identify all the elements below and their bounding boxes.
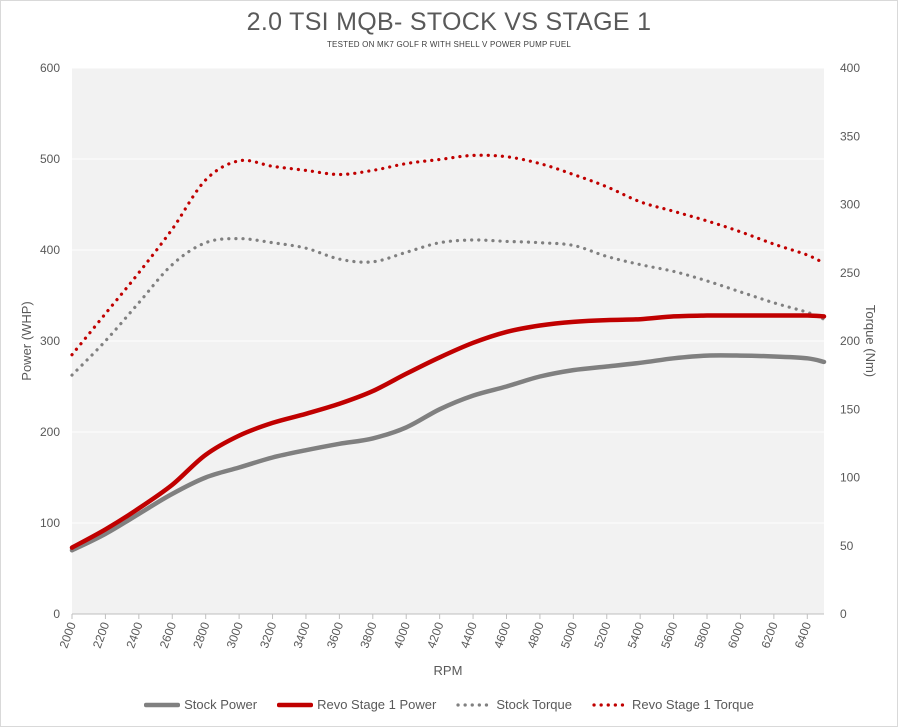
legend-swatch bbox=[144, 702, 181, 707]
y-tick-label: 0 bbox=[53, 607, 60, 621]
legend-label: Revo Stage 1 Torque bbox=[631, 697, 754, 712]
x-tick-label: 6000 bbox=[725, 620, 747, 650]
x-tick-label: 2000 bbox=[57, 620, 79, 650]
y-tick-label: 600 bbox=[40, 61, 60, 75]
y2-tick-label: 350 bbox=[840, 129, 860, 143]
legend-item: Revo Stage 1 Torque bbox=[592, 697, 754, 712]
x-tick-label: 4000 bbox=[391, 620, 413, 650]
y-tick-label: 100 bbox=[40, 516, 60, 530]
y2-tick-label: 100 bbox=[840, 471, 860, 485]
legend-item: Stock Torque bbox=[456, 697, 572, 712]
x-tick-label: 5600 bbox=[658, 620, 680, 650]
x-tick-label: 3800 bbox=[357, 620, 379, 650]
x-axis-ticks: 2000 2200 2400 2600 2800 3000 3200 3400 3600 3800… bbox=[57, 613, 824, 650]
x-tick-label: 5200 bbox=[591, 620, 613, 650]
chart-subtitle: TESTED ON MK7 GOLF R WITH SHELL V POWER … bbox=[326, 40, 572, 49]
x-tick-label: 3000 bbox=[224, 620, 246, 650]
y-axis-title: Power (WHP) bbox=[19, 301, 34, 380]
x-tick-label: 3200 bbox=[257, 620, 279, 650]
y2-tick-label: 300 bbox=[840, 198, 860, 212]
y-tick-label: 400 bbox=[40, 243, 60, 257]
x-axis-title: RPM bbox=[434, 663, 463, 678]
right-axis-ticks: 0 50 100 150 200 250 300 350 400 bbox=[840, 61, 860, 621]
series-line-stock-torque bbox=[70, 236, 826, 377]
x-tick-label: 6200 bbox=[758, 620, 780, 650]
chart-legend: Stock Power Revo Stage 1 Power Stock Torqu… bbox=[0, 697, 898, 712]
y-tick-label: 200 bbox=[40, 425, 60, 439]
x-tick-label: 2400 bbox=[123, 620, 145, 650]
left-axis-ticks: 0 100 200 300 400 500 600 bbox=[40, 61, 60, 621]
y2-tick-label: 250 bbox=[840, 266, 860, 280]
series-lines bbox=[69, 153, 827, 553]
x-tick-label: 4800 bbox=[524, 620, 546, 650]
legend-swatch bbox=[456, 702, 492, 707]
x-tick-label: 4200 bbox=[424, 620, 446, 650]
y2-tick-label: 400 bbox=[840, 61, 860, 75]
legend-swatch bbox=[277, 702, 314, 707]
x-tick-label: 2200 bbox=[90, 620, 112, 650]
legend-label: Revo Stage 1 Power bbox=[317, 697, 437, 712]
y-tick-label: 500 bbox=[40, 152, 60, 166]
x-tick-label: 3600 bbox=[324, 620, 346, 650]
legend-swatch bbox=[592, 702, 628, 707]
y2-tick-label: 50 bbox=[840, 539, 854, 553]
x-tick-label: 5000 bbox=[558, 620, 580, 650]
legend-item: Stock Power bbox=[144, 697, 257, 712]
x-tick-label: 2600 bbox=[157, 620, 179, 650]
y2-tick-label: 150 bbox=[840, 402, 860, 416]
x-tick-label: 5800 bbox=[692, 620, 714, 650]
y2-tick-label: 200 bbox=[840, 334, 860, 348]
x-tick-label: 6400 bbox=[792, 620, 814, 650]
x-tick-label: 3400 bbox=[290, 620, 312, 650]
series-line-revo-stage-1-power bbox=[69, 313, 827, 550]
chart-title: 2.0 TSI MQB- STOCK VS STAGE 1 bbox=[246, 8, 652, 36]
legend-label: Stock Power bbox=[184, 697, 258, 712]
y-tick-label: 300 bbox=[40, 334, 60, 348]
series-line-stock-power bbox=[69, 353, 827, 553]
y2-axis-title: Torque (Nm) bbox=[863, 305, 878, 377]
y2-tick-label: 0 bbox=[840, 607, 847, 621]
legend-label: Stock Torque bbox=[496, 697, 572, 712]
legend-item: Revo Stage 1 Power bbox=[277, 697, 436, 712]
x-tick-label: 2800 bbox=[190, 620, 212, 650]
x-tick-label: 4400 bbox=[458, 620, 480, 650]
x-tick-label: 5400 bbox=[625, 620, 647, 650]
x-tick-label: 4600 bbox=[491, 620, 513, 650]
